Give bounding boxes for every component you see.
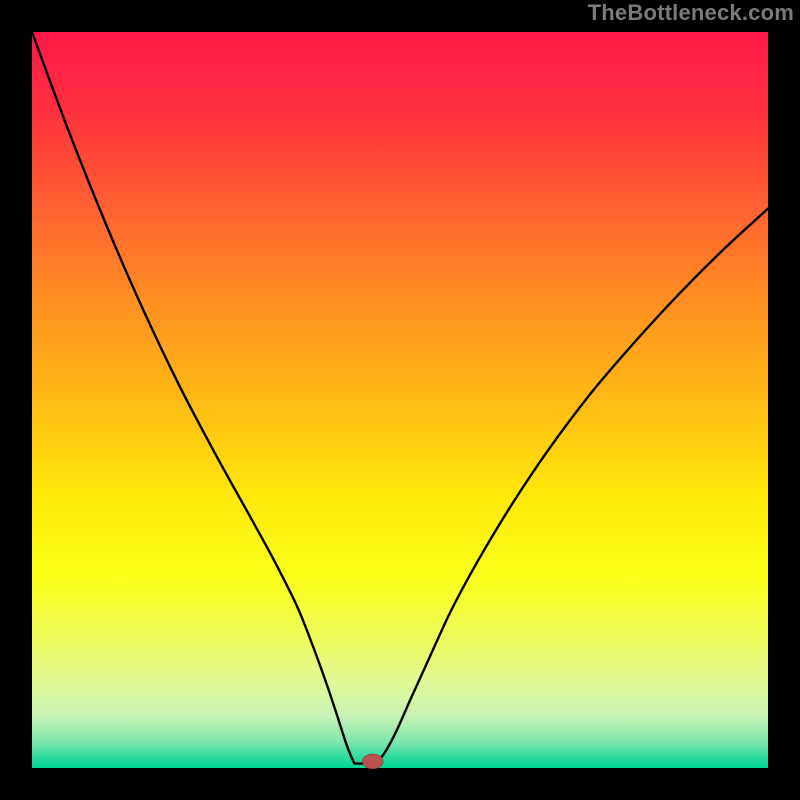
minimum-marker xyxy=(362,754,383,769)
plot-background xyxy=(32,32,768,768)
bottleneck-chart xyxy=(0,0,800,800)
